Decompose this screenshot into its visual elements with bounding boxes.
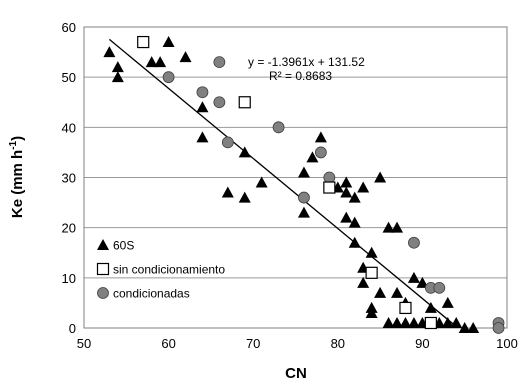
triangle-point (255, 176, 268, 188)
triangle-point (407, 271, 420, 283)
triangle-point (374, 286, 387, 298)
y-tick-label: 20 (62, 221, 76, 236)
circle-point (272, 121, 285, 134)
square-point (323, 181, 336, 194)
triangle-point (348, 191, 361, 203)
plot-area-frame (83, 26, 508, 329)
square-point (238, 96, 251, 109)
triangle-point (340, 211, 353, 223)
y-tick-label: 50 (62, 70, 76, 85)
circle-point (323, 171, 336, 184)
triangle-point (238, 191, 251, 203)
triangle-point (391, 316, 404, 328)
y-tick-label: 10 (62, 271, 76, 286)
triangle-point (391, 221, 404, 233)
triangle-point (297, 206, 310, 218)
circle-point (298, 191, 310, 204)
triangle-point (103, 46, 116, 58)
triangle-point (441, 296, 454, 308)
y-tick-label: 0 (69, 321, 76, 336)
trendline-r-squared: R² = 0.8683 (269, 69, 332, 83)
triangle-point (179, 51, 192, 63)
triangle-point (306, 151, 319, 163)
circle-point (492, 322, 505, 334)
legend: 60S sin condicionamiento condicionadas (96, 239, 225, 301)
legend-triangle-marker (97, 239, 109, 250)
triangle-point (340, 176, 353, 188)
triangle-point (467, 322, 480, 333)
triangle-point (111, 71, 124, 83)
triangle-point (357, 276, 370, 288)
legend-square-marker (96, 262, 110, 276)
triangle-point (162, 36, 175, 48)
triangle-point (196, 101, 209, 113)
triangle-point (357, 181, 370, 193)
circle-point (196, 86, 209, 99)
triangle-point (348, 236, 361, 248)
y-axis-title-main: Ke (mm h (9, 150, 26, 218)
x-tick-label: 70 (246, 336, 260, 351)
legend-circle-marker (97, 287, 109, 299)
triangle-point (374, 171, 387, 183)
triangle-point (365, 306, 378, 318)
y-axis-title-superscript: -1 (8, 140, 19, 149)
circle-point (162, 71, 175, 84)
triangle-point (314, 131, 327, 143)
trendline (108, 38, 457, 328)
x-tick-label: 60 (161, 336, 175, 351)
triangle-point (196, 131, 209, 143)
y-axis-title-end: ) (9, 136, 26, 141)
circle-point (433, 281, 446, 294)
circle-point (314, 146, 327, 159)
data-points (103, 35, 505, 334)
circle-point (213, 96, 226, 109)
legend-label: condicionadas (113, 287, 190, 301)
triangle-point (297, 166, 310, 178)
x-tick-label: 90 (415, 336, 429, 351)
y-tick-label: 40 (62, 120, 76, 135)
square-point (424, 316, 437, 330)
triangle-point (450, 316, 463, 328)
triangle-point (348, 216, 361, 228)
square-point (365, 266, 378, 279)
x-tick-label: 100 (496, 336, 518, 351)
x-tick-label: 50 (77, 336, 91, 351)
triangle-point (382, 316, 395, 328)
square-point (399, 301, 412, 315)
triangle-point (154, 56, 167, 68)
x-axis-ticks: 50 60 70 80 90 100 (77, 336, 518, 351)
square-point (137, 35, 150, 49)
y-tick-label: 30 (62, 171, 76, 186)
trendline-equation: y = -1.3961x + 131.52 (248, 55, 365, 69)
triangle-point (391, 286, 404, 298)
triangle-point (407, 316, 420, 328)
y-axis-title: Ke (mm h-1) (8, 136, 26, 218)
y-tick-label: 60 (62, 20, 76, 35)
triangle-point (382, 221, 395, 233)
triangle-point (340, 186, 353, 198)
triangle-point (145, 56, 158, 68)
triangle-point (365, 246, 378, 258)
triangle-point (399, 316, 412, 328)
triangle-point (441, 316, 454, 328)
triangle-point (238, 146, 251, 158)
circle-point (408, 236, 420, 249)
circle-point (221, 136, 234, 149)
legend-label: 60S (113, 239, 134, 253)
gridlines (84, 76, 507, 279)
triangle-point (416, 276, 429, 288)
triangle-point (111, 61, 124, 73)
triangle-point (221, 186, 234, 198)
x-tick-label: 80 (331, 336, 345, 351)
triangle-point (458, 322, 471, 333)
legend-label: sin condicionamiento (113, 263, 225, 277)
x-axis-title: CN (285, 365, 307, 382)
y-axis-ticks: 0 10 20 30 40 50 60 (62, 20, 76, 336)
triangle-point (424, 301, 437, 313)
circle-point (213, 56, 226, 69)
